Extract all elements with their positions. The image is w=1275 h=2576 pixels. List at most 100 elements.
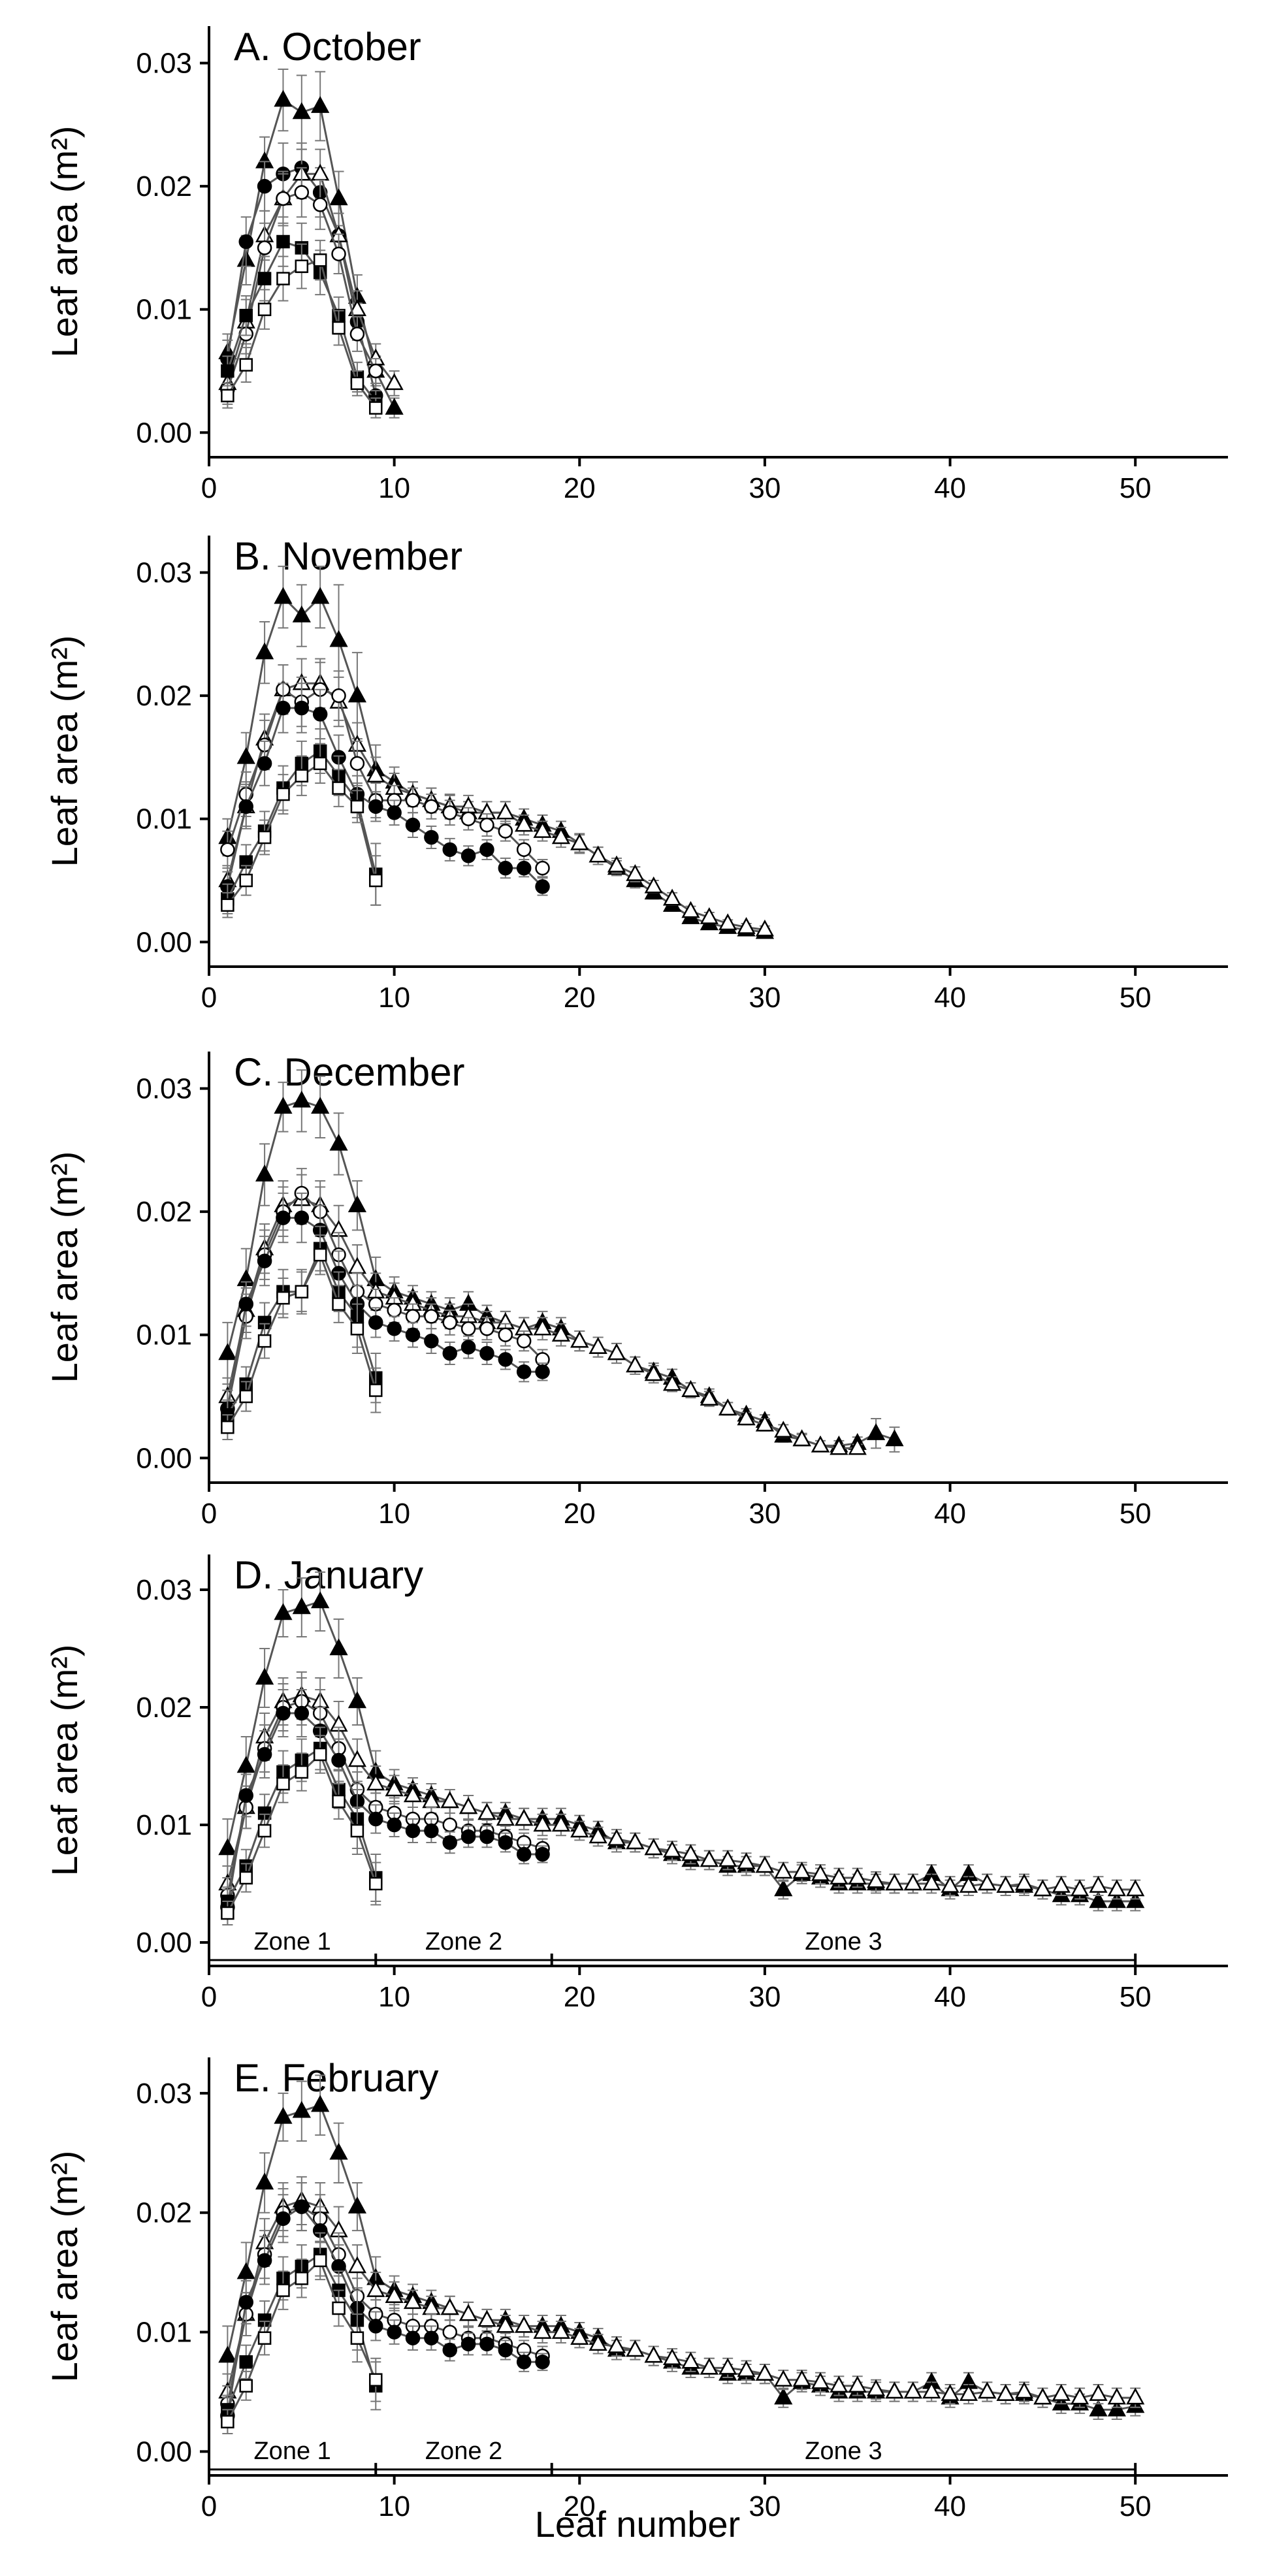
data-point: [292, 2101, 311, 2118]
x-tick-label: 20: [564, 1498, 596, 1530]
data-point: [276, 700, 291, 716]
data-point: [350, 2331, 364, 2345]
data-point: [516, 860, 532, 876]
data-point: [257, 272, 272, 285]
data-point: [1089, 2399, 1108, 2417]
data-point: [405, 817, 421, 833]
zone-label: Zone 2: [425, 2438, 502, 2465]
data-point: [498, 1327, 513, 1342]
panel-title: D. January: [234, 1553, 423, 1597]
data-point: [755, 919, 775, 937]
data-point: [959, 1875, 978, 1893]
data-point: [295, 1765, 309, 1779]
data-point: [1089, 1875, 1108, 1893]
data-point: [498, 1835, 513, 1850]
data-point: [811, 1863, 830, 1881]
data-point: [737, 1852, 756, 1869]
data-point: [1033, 1879, 1052, 1897]
data-point: [257, 2253, 272, 2268]
series-square-open: [221, 1735, 383, 1925]
data-point: [535, 1846, 550, 1862]
data-point: [922, 1873, 941, 1891]
y-tick-label: 0.00: [136, 1927, 192, 1959]
data-point: [238, 1296, 253, 1312]
data-point: [941, 2384, 960, 2401]
series-circle-filled: [220, 683, 550, 903]
data-point: [718, 913, 737, 931]
data-point: [442, 1315, 457, 1330]
data-point: [496, 802, 515, 820]
data-point: [405, 1327, 421, 1342]
x-tick-label: 40: [934, 1981, 966, 2013]
data-point: [496, 1809, 515, 1826]
data-point: [533, 820, 552, 838]
data-point: [460, 1340, 476, 1355]
data-point: [274, 1603, 293, 1620]
data-point: [311, 1591, 330, 1609]
data-point: [607, 1343, 626, 1360]
panel-2: 0.00 0.01 0.02 0.03 0 10 20 30 40 50 Leaf area (m²…: [44, 534, 1228, 1014]
data-point: [681, 901, 700, 918]
zone-label: Zone 1: [253, 2438, 331, 2465]
data-point: [274, 89, 293, 107]
panel-5: 0.00 0.01 0.02 0.03 0 10 20 30 40 50 Leaf area (m²…: [44, 2056, 1228, 2522]
data-point: [978, 1873, 997, 1891]
panel-title: C. December: [234, 1050, 464, 1094]
data-point: [369, 1876, 383, 1891]
data-point: [292, 605, 311, 622]
data-point: [551, 1814, 571, 1832]
data-point: [405, 1309, 421, 1324]
y-tick-label: 0.02: [136, 1196, 192, 1228]
x-tick-label: 0: [201, 1498, 217, 1530]
data-point: [479, 2336, 494, 2352]
data-point: [405, 793, 421, 808]
data-point: [276, 2211, 291, 2227]
data-point: [276, 1777, 290, 1791]
data-point: [369, 1383, 383, 1397]
data-point: [1014, 1873, 1034, 1891]
data-point: [311, 1097, 330, 1114]
data-point: [405, 1823, 421, 1839]
data-point: [424, 2330, 439, 2345]
data-point: [329, 630, 348, 647]
data-point: [332, 781, 346, 795]
data-point: [479, 1345, 494, 1361]
data-point: [350, 799, 364, 814]
data-point: [292, 1597, 311, 1615]
data-point: [535, 879, 550, 894]
data-point: [387, 2325, 402, 2340]
data-point: [332, 1794, 346, 1809]
data-point: [1033, 2387, 1052, 2405]
x-tick-label: 10: [378, 982, 410, 1014]
data-point: [221, 1906, 234, 1920]
x-tick-label: 0: [201, 982, 217, 1014]
data-point: [311, 2095, 330, 2112]
data-point: [221, 898, 234, 912]
data-point: [313, 1747, 327, 1762]
data-point: [589, 1826, 607, 1844]
data-point: [737, 1408, 756, 1426]
data-point: [239, 873, 253, 888]
data-point: [644, 2345, 663, 2363]
data-point: [236, 1756, 255, 1773]
data-point: [350, 1322, 364, 1336]
series-line: [226, 2104, 1136, 2411]
data-point: [255, 1164, 274, 1182]
data-point: [329, 1133, 348, 1151]
y-tick-label: 0.00: [136, 926, 192, 958]
data-point: [978, 2381, 997, 2399]
data-point: [830, 1438, 848, 1455]
zone-label: Zone 3: [805, 1928, 882, 1956]
data-point: [350, 1824, 364, 1838]
data-point: [239, 2355, 253, 2369]
data-point: [385, 397, 404, 415]
data-point: [424, 1309, 439, 1324]
y-tick-label: 0.02: [136, 680, 192, 712]
zone-label: Zone 2: [425, 1928, 502, 1956]
data-point: [313, 253, 327, 267]
y-tick-label: 0.03: [136, 557, 192, 589]
data-point: [1014, 2381, 1034, 2399]
data-point: [236, 2262, 255, 2279]
data-point: [221, 2415, 234, 2428]
